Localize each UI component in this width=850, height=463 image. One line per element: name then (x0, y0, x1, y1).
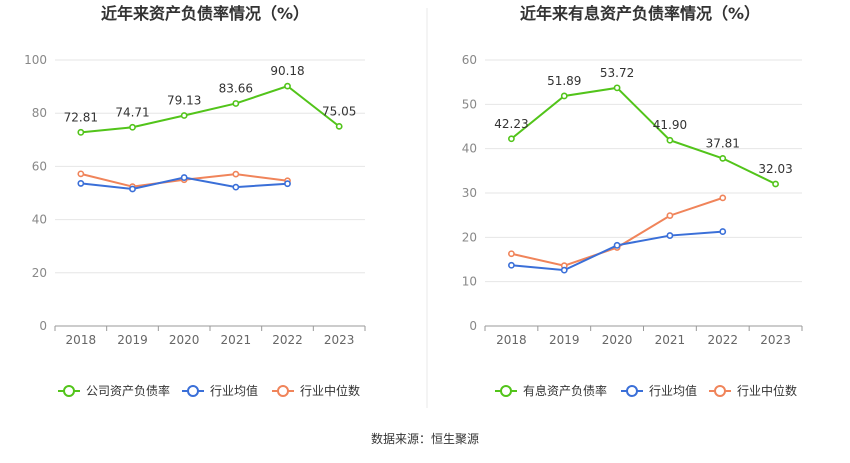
data-point (77, 128, 85, 136)
x-tick-label: 2021 (221, 333, 252, 347)
data-label: 32.03 (758, 162, 792, 176)
x-tick-label: 2019 (549, 333, 580, 347)
data-label: 53.72 (600, 66, 634, 80)
x-tick-label: 2020 (169, 333, 200, 347)
data-point (232, 183, 240, 191)
y-tick-label: 40 (32, 213, 47, 227)
x-tick-label: 2022 (272, 333, 303, 347)
x-tick-label: 2023 (760, 333, 791, 347)
legend-marker (187, 385, 199, 397)
x-tick-label: 2022 (707, 333, 738, 347)
data-point (508, 250, 515, 258)
y-tick-label: 0 (469, 319, 477, 333)
legend-label: 公司资产负债率 (86, 383, 170, 398)
data-point (719, 154, 727, 162)
legend-marker (63, 385, 75, 397)
y-tick-label: 50 (462, 97, 477, 111)
data-point (719, 194, 727, 202)
legend-marker (500, 385, 512, 397)
data-point (719, 228, 727, 235)
legend-marker (714, 385, 726, 397)
data-label: 37.81 (706, 136, 740, 150)
data-label: 79.13 (167, 94, 201, 108)
data-label: 83.66 (219, 81, 253, 95)
data-label: 41.90 (653, 118, 687, 132)
data-point (232, 170, 240, 178)
data-label: 51.89 (547, 74, 581, 88)
data-point (284, 180, 291, 188)
data-point (508, 261, 515, 269)
y-tick-label: 60 (462, 53, 477, 67)
data-label: 75.05 (322, 104, 356, 118)
data-point (508, 135, 515, 143)
y-tick-label: 10 (462, 275, 477, 289)
data-point (284, 82, 291, 90)
footer-source: 数据来源：恒生聚源 (371, 431, 479, 446)
data-point (129, 185, 136, 193)
data-point (77, 180, 85, 187)
data-point (613, 241, 621, 249)
data-label: 90.18 (270, 64, 304, 78)
y-tick-label: 20 (32, 266, 47, 280)
data-point (180, 112, 188, 119)
y-tick-label: 20 (462, 230, 477, 244)
data-point (613, 84, 621, 92)
data-point (77, 170, 85, 178)
legend-label: 行业中位数 (300, 383, 360, 398)
x-tick-label: 2018 (66, 333, 97, 347)
series-line (510, 86, 777, 185)
x-tick-label: 2018 (496, 333, 527, 347)
y-tick-label: 80 (32, 106, 47, 120)
x-tick-label: 2023 (324, 333, 355, 347)
data-point (560, 266, 568, 274)
legend-label: 行业均值 (649, 383, 697, 398)
data-label: 74.71 (115, 105, 149, 119)
legend-label: 有息资产负债率 (523, 383, 607, 398)
data-point (560, 92, 568, 100)
data-point (129, 123, 136, 131)
y-tick-label: 0 (39, 319, 47, 333)
series-line (80, 85, 340, 134)
series-line (511, 196, 724, 267)
x-tick-label: 2020 (602, 333, 633, 347)
chart-title-2: 近年来有息资产负债率情况（%） (520, 4, 760, 23)
data-label: 42.23 (494, 117, 528, 131)
x-tick-label: 2021 (655, 333, 686, 347)
y-tick-label: 40 (462, 142, 477, 156)
data-point (335, 122, 343, 130)
x-tick-label: 2019 (117, 333, 148, 347)
data-point (666, 212, 674, 220)
data-point (180, 174, 188, 181)
data-point (232, 100, 240, 107)
y-tick-label: 100 (24, 53, 47, 67)
y-tick-label: 60 (32, 159, 47, 173)
y-tick-label: 30 (462, 186, 477, 200)
chart-title-1: 近年来资产负债率情况（%） (101, 4, 309, 23)
legend-label: 行业中位数 (737, 383, 797, 398)
data-point (666, 136, 674, 144)
legend-marker (277, 385, 289, 397)
data-point (666, 232, 674, 239)
data-point (772, 180, 779, 188)
legend-marker (626, 385, 638, 397)
legend-label: 行业均值 (210, 383, 258, 398)
data-label: 72.81 (64, 110, 98, 124)
